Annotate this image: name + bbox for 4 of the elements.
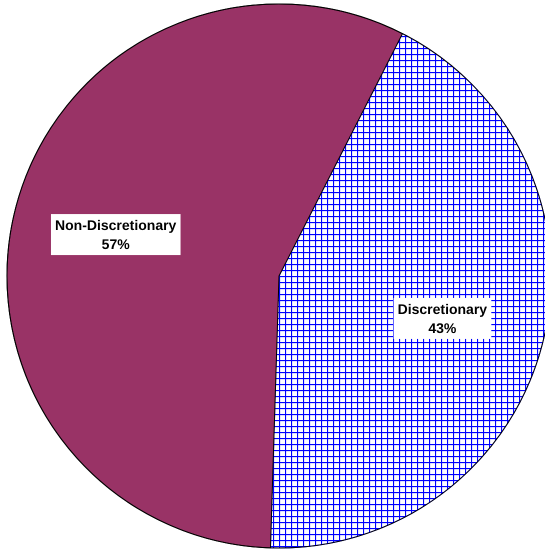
slice-label: Discretionary	[398, 300, 488, 317]
data-label: 43%	[428, 320, 457, 336]
data-label: 57%	[102, 236, 130, 252]
slice-label: Non-Discretionary	[54, 217, 177, 234]
